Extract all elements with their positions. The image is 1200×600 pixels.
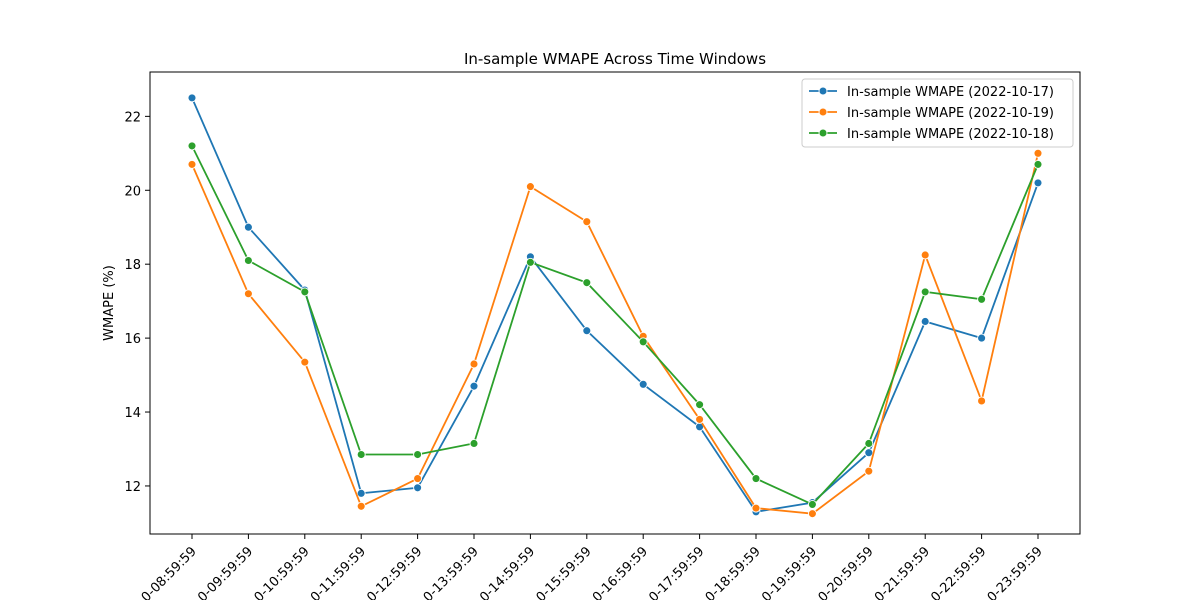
legend-label: In-sample WMAPE (2022-10-18) — [847, 127, 1054, 142]
y-tick-label: 20 — [124, 184, 141, 199]
data-point — [1033, 148, 1043, 158]
legend-marker — [818, 107, 828, 117]
data-point — [582, 217, 592, 227]
x-tick-label: 0-14:59:59 — [477, 544, 538, 600]
data-point — [807, 509, 817, 519]
legend-marker — [818, 86, 828, 96]
x-tick-label: 0-20:59:59 — [816, 544, 877, 600]
legend-marker — [818, 128, 828, 138]
data-point — [525, 257, 535, 267]
data-point — [469, 381, 479, 391]
data-point — [920, 287, 930, 297]
data-point — [243, 289, 253, 299]
x-tick-label: 0-15:59:59 — [534, 544, 595, 600]
data-point — [638, 379, 648, 389]
data-point — [300, 287, 310, 297]
y-tick-label: 14 — [124, 406, 141, 421]
data-point — [413, 474, 423, 484]
x-tick-label: 0-19:59:59 — [759, 544, 820, 600]
data-point — [243, 222, 253, 232]
data-point — [187, 141, 197, 151]
data-point — [187, 93, 197, 103]
data-point — [1033, 178, 1043, 188]
y-tick-label: 16 — [124, 332, 141, 347]
x-tick-label: 0-21:59:59 — [872, 544, 933, 600]
x-tick-label: 0-17:59:59 — [646, 544, 707, 600]
x-tick-label: 0-16:59:59 — [590, 544, 651, 600]
data-point — [977, 333, 987, 343]
data-point — [977, 294, 987, 304]
series-line-1 — [191, 153, 1039, 515]
data-point — [525, 182, 535, 192]
data-point — [695, 414, 705, 424]
data-point — [469, 359, 479, 369]
data-point — [356, 450, 366, 459]
data-point — [864, 438, 874, 448]
data-point — [977, 396, 987, 406]
x-tick-label: 0-13:59:59 — [421, 544, 482, 600]
data-point — [413, 450, 423, 459]
x-tick-label: 0-11:59:59 — [308, 544, 369, 600]
data-point — [638, 337, 648, 347]
y-tick-label: 18 — [124, 258, 141, 273]
data-point — [807, 499, 817, 509]
data-point — [864, 448, 874, 458]
data-point — [751, 503, 761, 513]
data-point — [582, 326, 592, 336]
y-tick-label: 22 — [124, 110, 141, 125]
data-point — [751, 474, 761, 484]
data-point — [187, 159, 197, 169]
x-tick-label: 0-08:59:59 — [139, 544, 200, 600]
data-point — [413, 483, 423, 493]
chart-title: In-sample WMAPE Across Time Windows — [464, 50, 766, 68]
x-axis: 0-08:59:590-09:59:590-10:59:590-11:59:59… — [139, 534, 1046, 600]
legend-label: In-sample WMAPE (2022-10-19) — [847, 106, 1054, 121]
data-point — [695, 400, 705, 410]
series-layer — [187, 93, 1043, 519]
x-tick-label: 0-09:59:59 — [195, 544, 256, 600]
data-point — [300, 357, 310, 367]
y-tick-label: 12 — [124, 480, 141, 495]
plot-area — [149, 71, 1081, 535]
data-point — [864, 466, 874, 476]
series-line-2 — [191, 145, 1039, 506]
data-point — [243, 256, 253, 265]
x-tick-label: 0-12:59:59 — [364, 544, 425, 600]
x-tick-label: 0-22:59:59 — [928, 544, 989, 600]
legend-label: In-sample WMAPE (2022-10-17) — [847, 85, 1054, 100]
data-point — [356, 488, 366, 498]
legend: In-sample WMAPE (2022-10-17) In-sample WM… — [801, 78, 1074, 148]
data-point — [1033, 159, 1043, 169]
series-line-0 — [191, 97, 1039, 513]
legend-box — [801, 78, 1074, 148]
data-point — [356, 501, 366, 511]
x-tick-label: 0-23:59:59 — [985, 544, 1046, 600]
y-axis-label: WMAPE (%) — [102, 265, 117, 341]
x-tick-label: 0-18:59:59 — [703, 544, 764, 600]
data-point — [582, 278, 592, 288]
x-tick-label: 0-10:59:59 — [252, 544, 313, 600]
data-point — [920, 317, 930, 326]
data-point — [469, 438, 479, 448]
y-axis: 12 14 16 18 20 22 — [124, 110, 150, 495]
data-point — [920, 250, 930, 260]
